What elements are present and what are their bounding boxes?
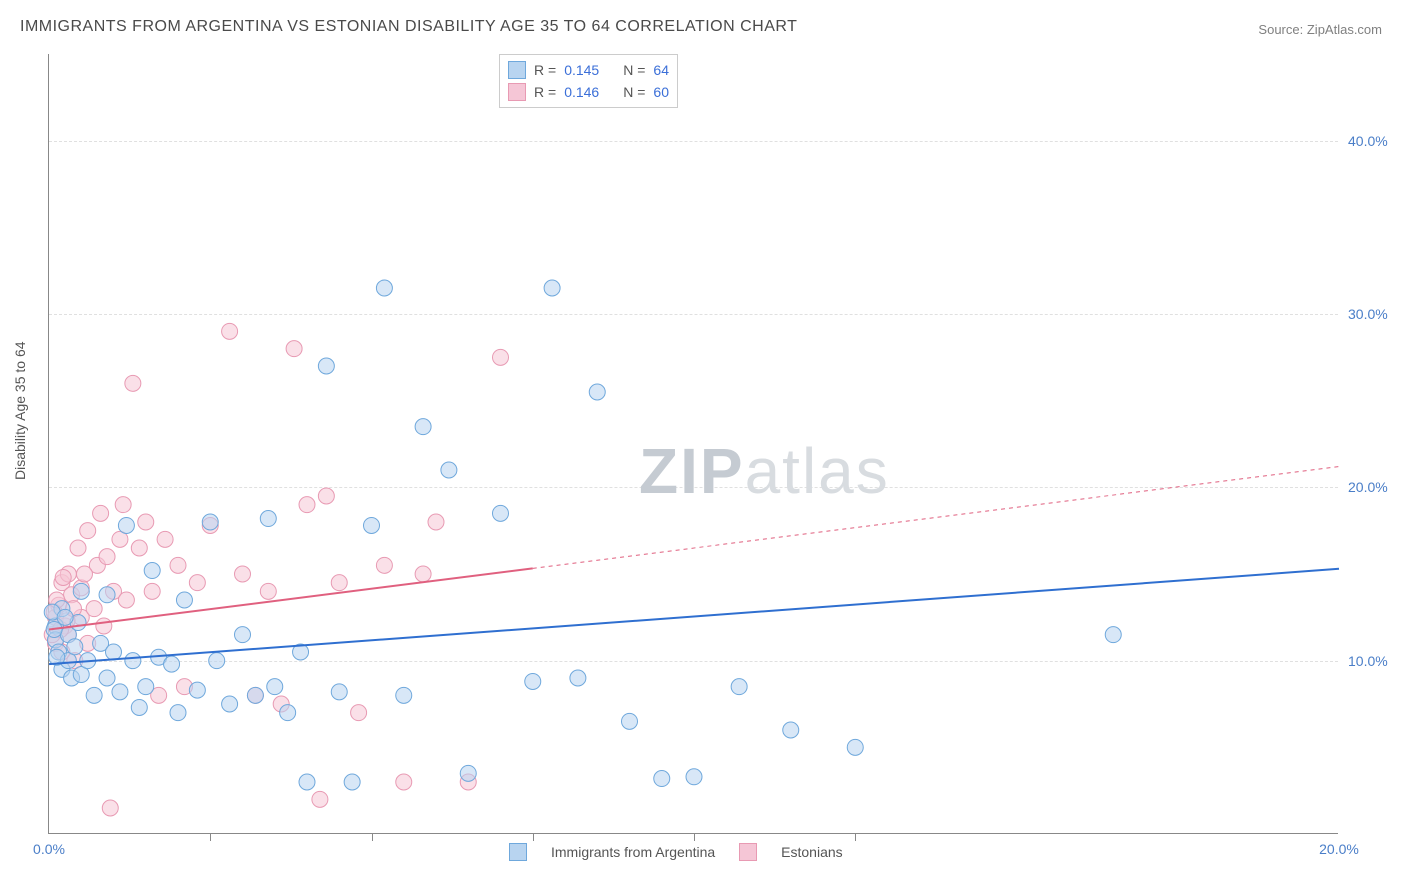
n-value-estonians[interactable]: 60 <box>653 84 669 100</box>
legend-row-estonians: R = 0.146 N = 60 <box>508 81 669 103</box>
watermark-atlas: atlas <box>745 435 890 507</box>
series-legend: Immigrants from Argentina Estonians <box>509 843 843 861</box>
swatch-estonians <box>739 843 757 861</box>
r-label: R = <box>534 84 556 100</box>
r-value-estonians[interactable]: 0.146 <box>564 84 599 100</box>
r-label: R = <box>534 62 556 78</box>
y-axis-label: Disability Age 35 to 64 <box>12 341 28 480</box>
legend-label-estonians: Estonians <box>781 844 842 860</box>
n-label: N = <box>623 84 645 100</box>
y-tick-label: 30.0% <box>1348 306 1398 322</box>
watermark: ZIPatlas <box>639 434 890 508</box>
x-tick-label: 20.0% <box>1319 841 1359 857</box>
source-label: Source: <box>1258 22 1303 37</box>
swatch-argentina <box>509 843 527 861</box>
y-tick-label: 40.0% <box>1348 133 1398 149</box>
swatch-argentina <box>508 61 526 79</box>
swatch-estonians <box>508 83 526 101</box>
watermark-zip: ZIP <box>639 435 745 507</box>
r-value-argentina[interactable]: 0.145 <box>564 62 599 78</box>
source-value: ZipAtlas.com <box>1307 22 1382 37</box>
source: Source: ZipAtlas.com <box>1258 22 1382 37</box>
chart-title: IMMIGRANTS FROM ARGENTINA VS ESTONIAN DI… <box>20 18 797 36</box>
plot-area: ZIPatlas R = 0.145 N = 64 R = 0.146 N = … <box>48 54 1338 834</box>
n-label: N = <box>623 62 645 78</box>
legend-row-argentina: R = 0.145 N = 64 <box>508 59 669 81</box>
x-tick-label: 0.0% <box>33 841 65 857</box>
y-tick-label: 20.0% <box>1348 479 1398 495</box>
legend-label-argentina: Immigrants from Argentina <box>551 844 715 860</box>
scatter-svg <box>49 54 1339 834</box>
y-tick-label: 10.0% <box>1348 653 1398 669</box>
n-value-argentina[interactable]: 64 <box>653 62 669 78</box>
correlation-legend: R = 0.145 N = 64 R = 0.146 N = 60 <box>499 54 678 108</box>
